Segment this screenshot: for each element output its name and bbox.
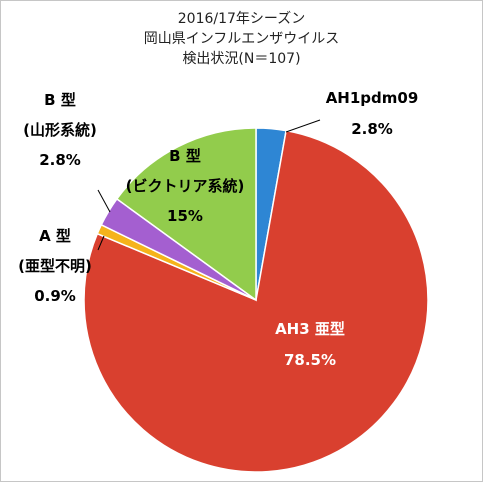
chart-title-line-2: 岡山県インフルエンザウイルス [143,31,340,47]
pie-slice [115,127,257,302]
data-label: 78.5% [284,351,336,369]
leader-line [97,235,105,251]
chart-title-line-3: 検出状況(N＝107) [182,51,301,67]
data-label: (亜型不明) [18,257,92,275]
leader-line [97,189,111,213]
data-label: A 型 [39,227,71,245]
data-label: B 型 [169,147,201,165]
data-label: B 型 [44,91,76,109]
data-label: 2.8% [39,151,81,169]
data-label: 2.8% [351,120,393,138]
leader-line [285,119,321,133]
data-label: AH3 亜型 [275,320,345,338]
data-label: AH1pdm09 [326,89,419,107]
chart-title-line-1: 2016/17年シーズン [177,11,306,27]
data-label: 0.9% [34,287,76,305]
data-label: (ビクトリア系統) [126,177,245,195]
data-label: (山形系統) [23,121,97,139]
data-label: 15% [167,207,203,225]
pie-slice [83,129,429,473]
